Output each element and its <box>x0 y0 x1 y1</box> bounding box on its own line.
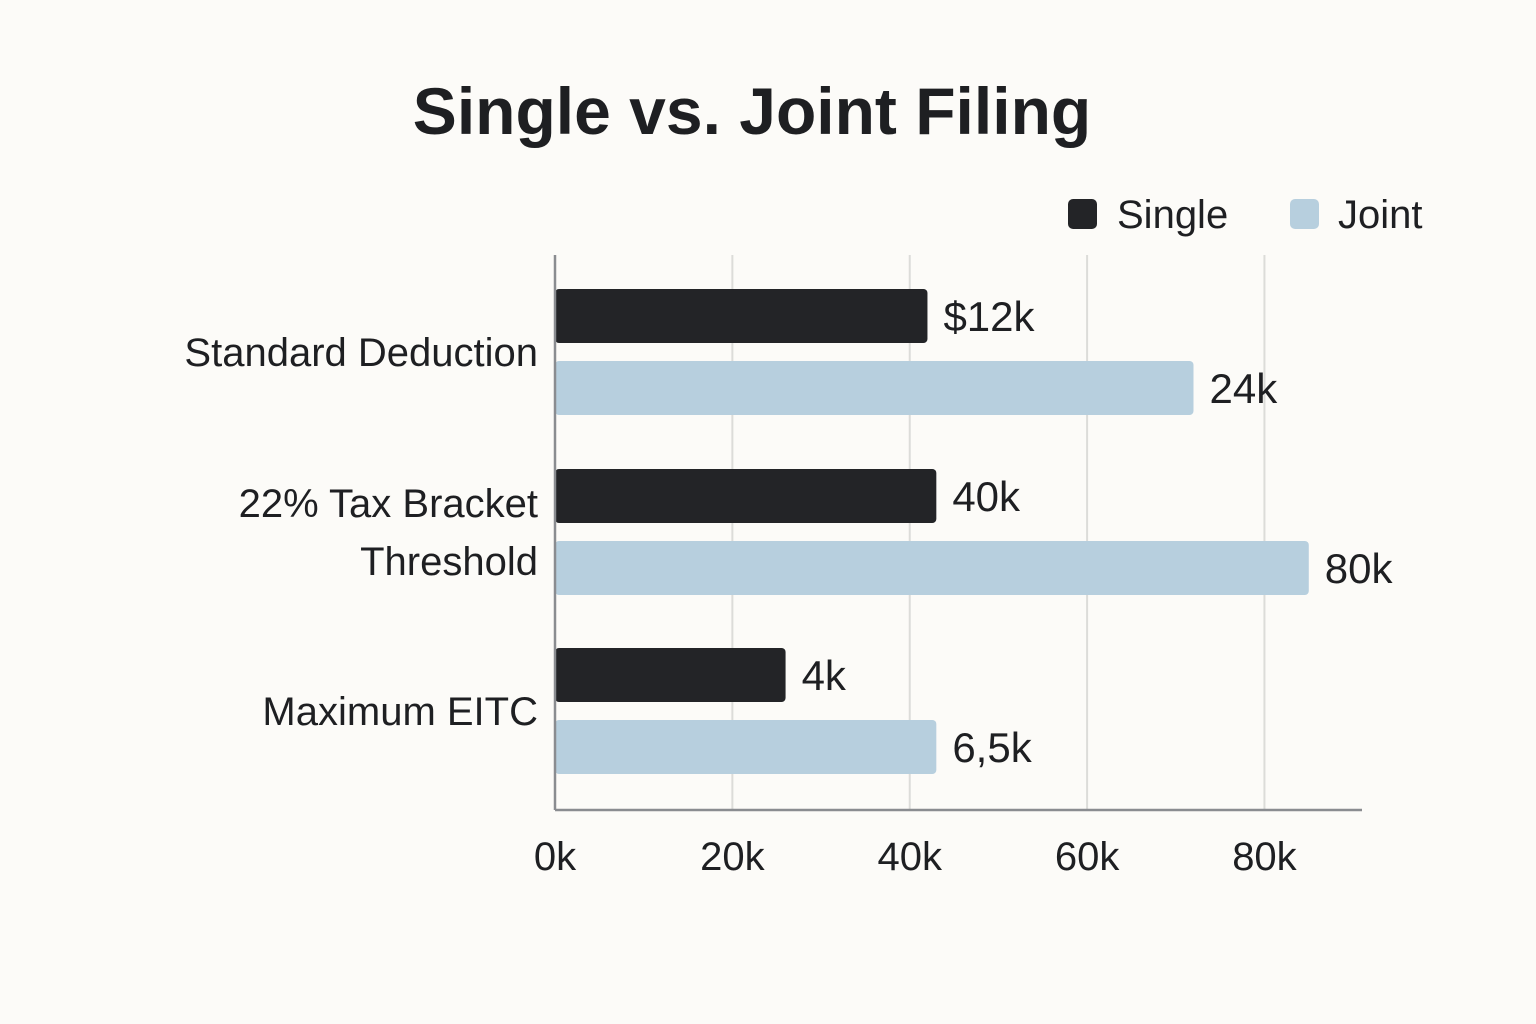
bar-value-label: $12k <box>943 293 1035 340</box>
category-label: Threshold <box>360 540 538 584</box>
bar-value-label: 40k <box>952 473 1021 520</box>
legend-label-joint: Joint <box>1338 193 1423 237</box>
chart-title: Single vs. Joint Filing <box>413 74 1091 148</box>
x-tick-label: 40k <box>877 835 942 879</box>
x-tick-label: 60k <box>1055 835 1120 879</box>
x-tick-label: 80k <box>1232 835 1297 879</box>
bar-value-label: 6,5k <box>952 724 1032 771</box>
bar-single-1 <box>555 469 937 523</box>
bar-joint-0 <box>555 361 1194 415</box>
bar-joint-2 <box>555 720 937 774</box>
x-tick-label: 20k <box>700 835 765 879</box>
bar-joint-1 <box>555 541 1309 595</box>
category-label: 22% Tax Bracket <box>239 482 538 526</box>
labels: $12k 24k Standard Deduction 40k 80k 22% Tax B… <box>184 293 1393 771</box>
axes: 0k 20k 40k 60k 80k <box>534 255 1362 879</box>
x-tick-label: 0k <box>534 835 577 879</box>
category-label: Maximum EITC <box>262 690 538 734</box>
legend-label-single: Single <box>1117 193 1228 237</box>
bar-value-label: 80k <box>1325 545 1394 592</box>
bar-single-0 <box>555 289 928 343</box>
gridlines <box>731 255 1266 810</box>
bars <box>555 289 1309 774</box>
legend-swatch-single <box>1068 199 1097 229</box>
category-label: Standard Deduction <box>184 331 538 375</box>
bar-single-2 <box>555 648 786 702</box>
bar-value-label: 4k <box>802 652 847 699</box>
bar-value-label: 24k <box>1210 365 1279 412</box>
legend: Single Joint <box>1068 193 1423 237</box>
legend-swatch-joint <box>1290 199 1319 229</box>
